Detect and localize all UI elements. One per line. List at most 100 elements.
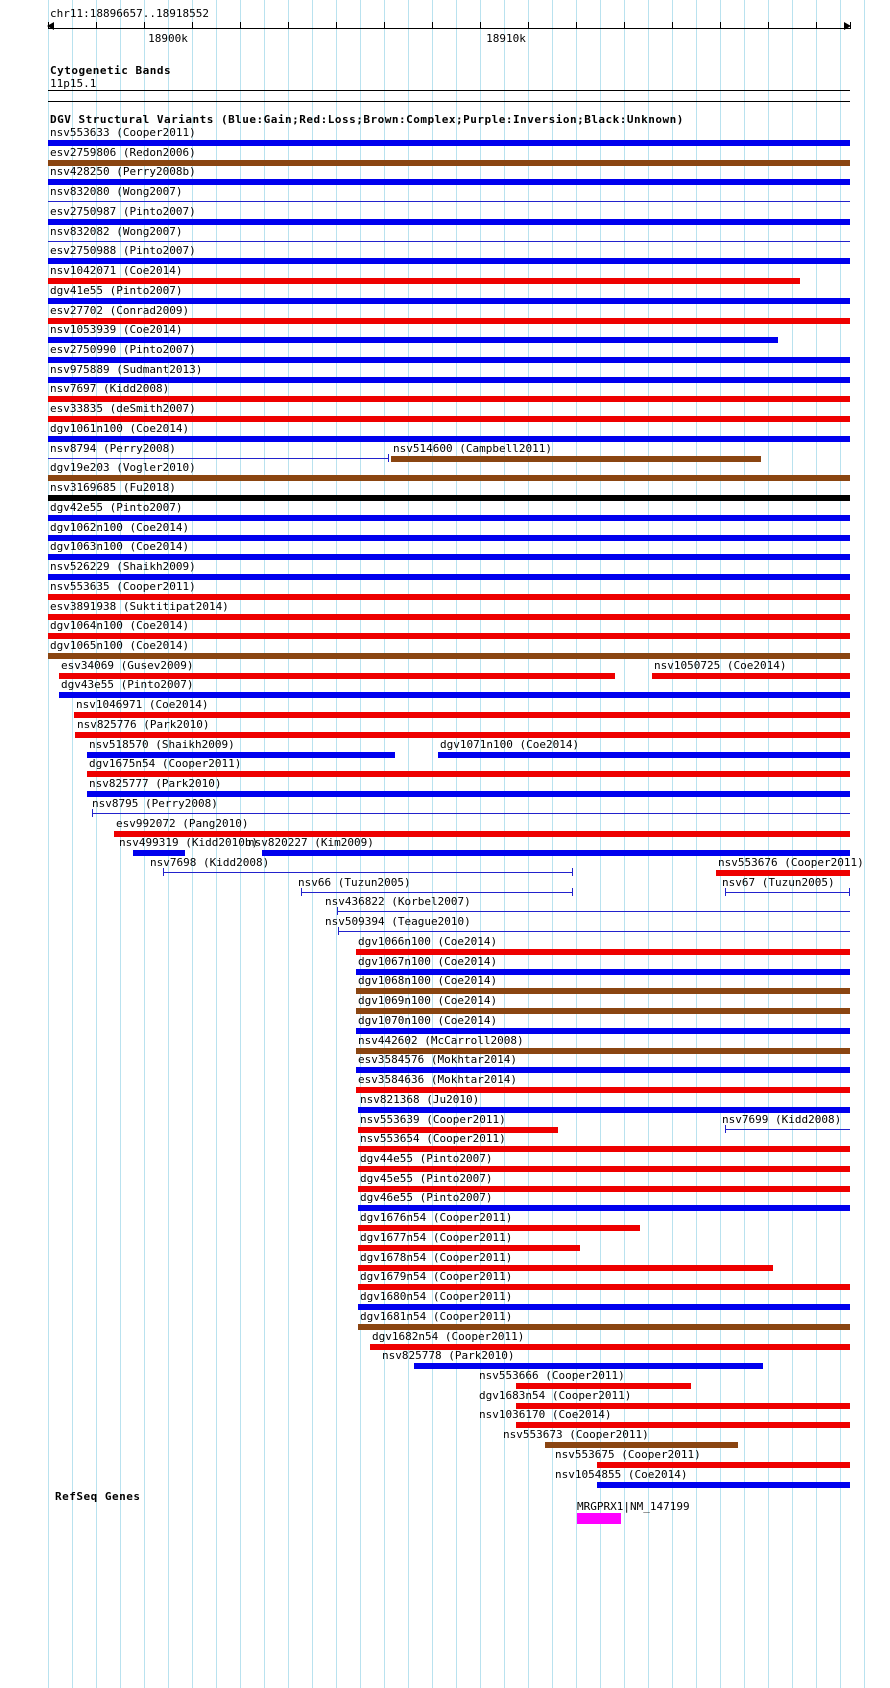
variant-bar[interactable] [516,1422,850,1429]
track-row[interactable]: nsv518570 (Shaikh2009) [0,738,890,759]
track-row[interactable]: nsv67 (Tuzun2005) [0,876,890,897]
track-row[interactable]: nsv8794 (Perry2008) [0,442,890,463]
variant-bar[interactable] [358,1284,850,1291]
track-row[interactable]: nsv553633 (Cooper2011) [0,127,890,147]
variant-bar[interactable] [356,1047,850,1054]
track-row[interactable]: nsv436822 (Korbel2007) [0,896,890,916]
track-row[interactable]: dgv1681n54 (Cooper2011) [0,1310,890,1331]
track-row[interactable]: nsv553654 (Cooper2011) [0,1133,890,1153]
track-row[interactable]: dgv1683n54 (Cooper2011) [0,1389,890,1410]
variant-line[interactable] [48,240,850,242]
track-row[interactable]: dgv1069n100 (Coe2014) [0,995,890,1015]
variant-bar[interactable] [358,1165,850,1172]
variant-bar[interactable] [48,396,850,403]
variant-bar[interactable] [48,554,850,561]
track-row[interactable]: dgv1064n100 (Coe2014) [0,620,890,640]
track-row[interactable]: nsv820227 (Kim2009) [0,837,890,857]
variant-bar[interactable] [358,1185,850,1192]
variant-bar[interactable] [356,948,850,955]
variant-bar[interactable] [48,218,850,225]
track-row[interactable]: esv2750988 (Pinto2007) [0,245,890,265]
track-row[interactable]: nsv66 (Tuzun2005) [0,876,890,897]
variant-line[interactable] [725,891,850,893]
track-row[interactable]: nsv832082 (Wong2007) [0,225,890,246]
variant-bar[interactable] [48,317,850,324]
track-row[interactable]: dgv1066n100 (Coe2014) [0,935,890,956]
track-row[interactable]: nsv1050725 (Coe2014) [0,659,890,680]
ruler-arrow-left-icon[interactable] [47,22,54,30]
track-row[interactable]: nsv7697 (Kidd2008) [0,383,890,403]
variant-bar[interactable] [597,1461,850,1468]
ruler-arrow-right-icon[interactable] [844,22,851,30]
track-row[interactable]: nsv1042071 (Coe2014) [0,265,890,285]
variant-bar[interactable] [48,357,850,364]
variant-bar[interactable] [48,337,778,344]
variant-bar[interactable] [414,1363,763,1370]
variant-bar[interactable] [48,376,850,383]
track-row[interactable]: nsv1054855 (Coe2014) [0,1468,890,1489]
variant-bar[interactable] [114,830,850,837]
track-row[interactable]: esv2750987 (Pinto2007) [0,205,890,226]
variant-bar[interactable] [87,751,395,758]
variant-bar[interactable] [48,652,850,659]
track-row[interactable]: dgv46e55 (Pinto2007) [0,1192,890,1212]
track-row[interactable]: nsv7699 (Kidd2008) [0,1113,890,1134]
variant-bar[interactable] [356,1067,850,1074]
track-row[interactable]: nsv553675 (Cooper2011) [0,1448,890,1469]
track-row[interactable]: dgv1068n100 (Coe2014) [0,975,890,995]
variant-bar[interactable] [356,988,850,995]
track-row[interactable]: nsv1036170 (Coe2014) [0,1409,890,1429]
variant-bar[interactable] [48,416,850,423]
variant-bar[interactable] [358,1225,640,1232]
variant-bar[interactable] [48,258,850,265]
track-row[interactable]: dgv1675n54 (Cooper2011) [0,758,890,778]
variant-line[interactable] [337,911,850,913]
variant-bar[interactable] [597,1481,850,1488]
variant-line[interactable] [338,931,850,933]
track-row[interactable]: nsv553673 (Cooper2011) [0,1429,890,1449]
variant-bar[interactable] [358,1264,773,1271]
variant-bar[interactable] [87,771,850,778]
track-row[interactable]: dgv1067n100 (Coe2014) [0,955,890,976]
track-row[interactable]: dgv19e203 (Vogler2010) [0,462,890,482]
track-row[interactable]: nsv428250 (Perry2008b) [0,166,890,186]
track-row[interactable]: dgv42e55 (Pinto2007) [0,501,890,522]
track-row[interactable]: nsv553635 (Cooper2011) [0,580,890,601]
variant-bar[interactable] [358,1106,850,1113]
track-row[interactable]: esv3584576 (Mokhtar2014) [0,1054,890,1074]
track-row[interactable]: esv27702 (Conrad2009) [0,304,890,325]
track-row[interactable]: nsv825776 (Park2010) [0,718,890,739]
track-row[interactable]: nsv825778 (Park2010) [0,1350,890,1370]
track-row[interactable]: dgv1070n100 (Coe2014) [0,1014,890,1035]
variant-bar[interactable] [358,1244,580,1251]
variant-bar[interactable] [133,850,185,857]
track-row[interactable]: nsv8795 (Perry2008) [0,797,890,818]
track-row[interactable]: dgv1062n100 (Coe2014) [0,521,890,542]
track-row[interactable]: dgv1676n54 (Cooper2011) [0,1212,890,1232]
track-row[interactable]: esv992072 (Pang2010) [0,817,890,838]
variant-bar[interactable] [48,534,850,541]
track-row[interactable]: nsv499319 (Kidd2010b) [0,837,890,857]
track-row[interactable]: nsv553639 (Cooper2011) [0,1113,890,1134]
variant-bar[interactable] [262,850,850,857]
variant-bar[interactable] [358,1146,850,1153]
track-row[interactable]: dgv45e55 (Pinto2007) [0,1172,890,1193]
track-row[interactable]: dgv1679n54 (Cooper2011) [0,1271,890,1291]
track-row[interactable]: dgv1071n100 (Coe2014) [0,738,890,759]
track-row[interactable]: nsv442602 (McCarroll2008) [0,1034,890,1055]
track-row[interactable]: esv3891938 (Suktitipat2014) [0,600,890,621]
variant-bar[interactable] [48,278,800,285]
variant-bar[interactable] [48,633,850,640]
track-row[interactable]: esv34069 (Gusev2009) [0,659,890,680]
variant-bar[interactable] [48,514,850,521]
variant-line[interactable] [92,812,850,814]
variant-bar[interactable] [356,1027,850,1034]
variant-bar[interactable] [391,455,761,462]
track-row[interactable]: nsv1053939 (Coe2014) [0,324,890,344]
variant-bar[interactable] [358,1205,850,1212]
variant-bar[interactable] [356,968,850,975]
variant-bar[interactable] [48,179,850,186]
variant-bar[interactable] [48,435,850,442]
variant-bar[interactable] [48,159,850,166]
variant-bar[interactable] [716,870,850,876]
